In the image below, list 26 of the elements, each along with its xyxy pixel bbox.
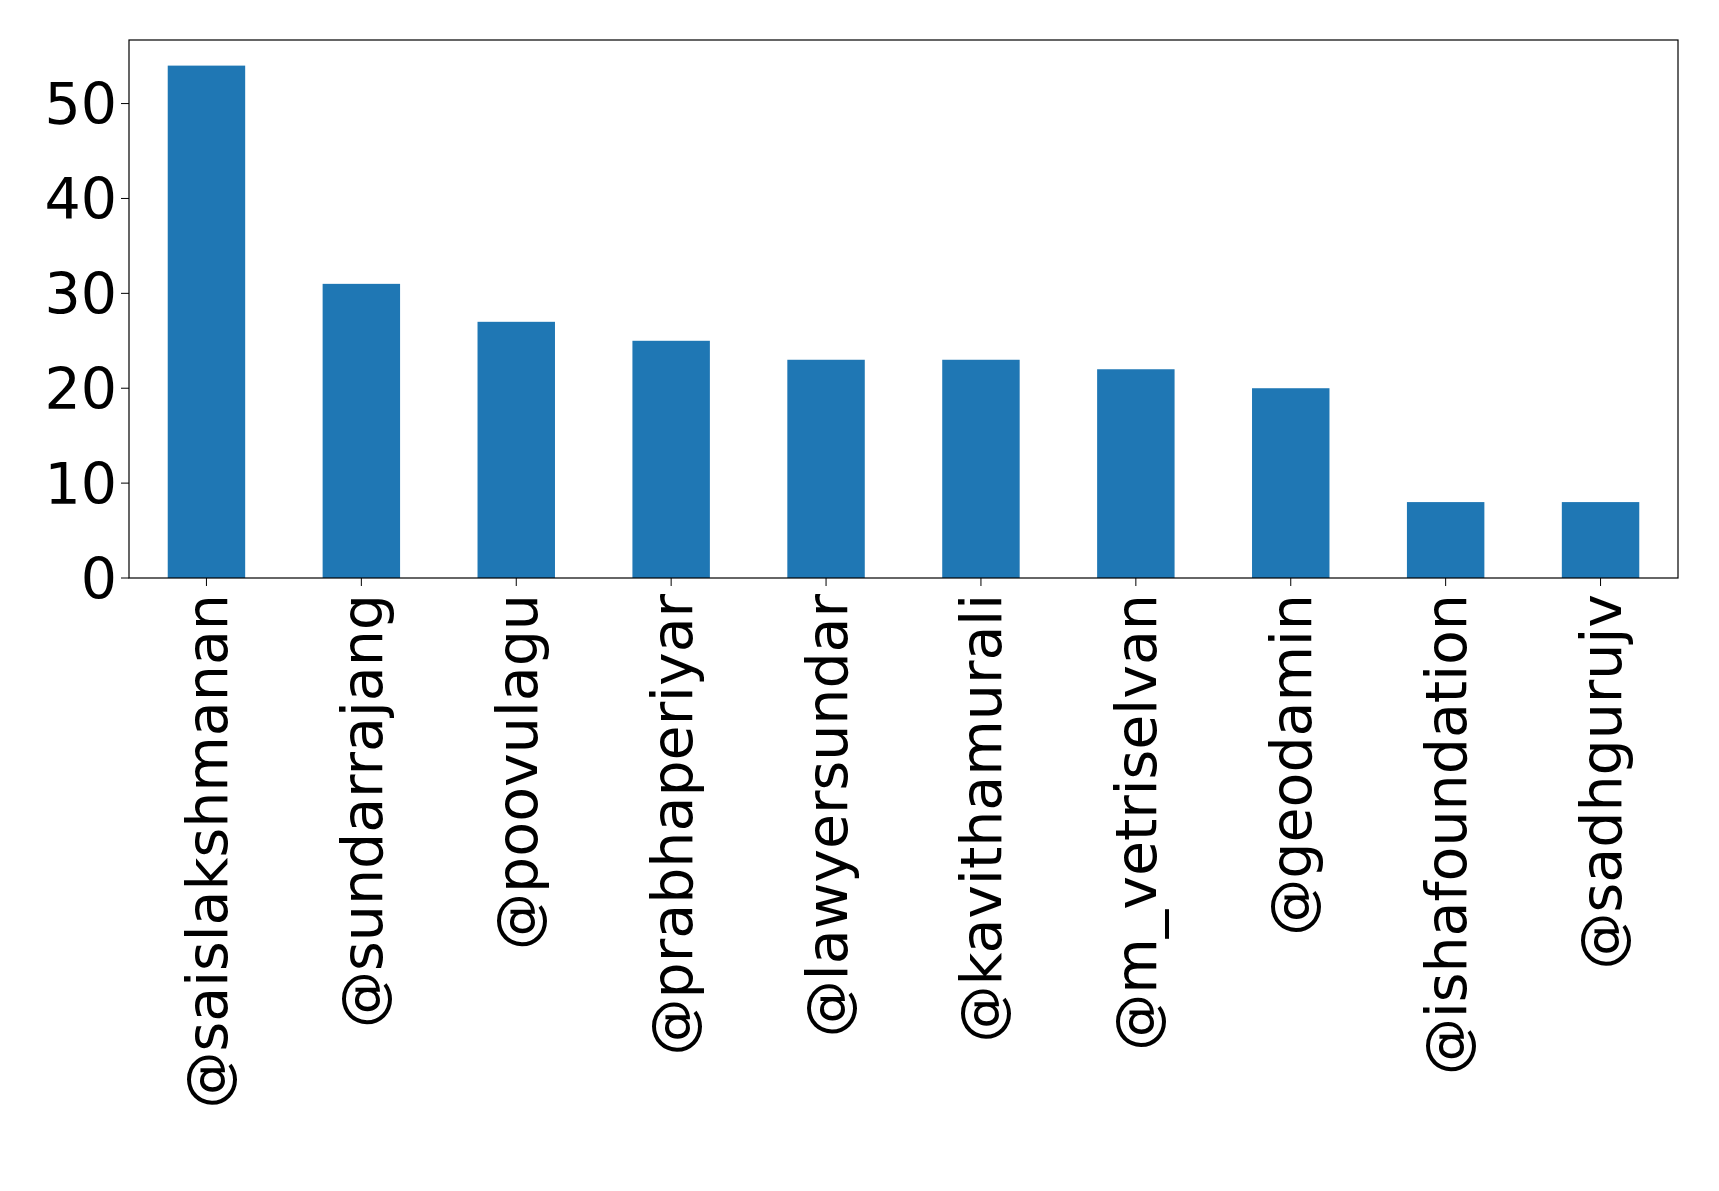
y-tick-label: 10: [44, 450, 117, 517]
bar: [632, 340, 710, 578]
x-tick-label: @m_vetriselvan: [1103, 594, 1170, 1051]
bar: [167, 65, 246, 578]
y-tick-label: 40: [44, 165, 117, 232]
x-tick-label: @sadhgurujv: [1568, 594, 1635, 970]
x-tick-label: @kavithamurali: [948, 594, 1015, 1043]
x-tick-label: @saislakshmanan: [173, 594, 240, 1109]
bar: [322, 283, 401, 578]
bar: [787, 359, 865, 578]
y-tick-label: 50: [44, 71, 117, 138]
bar: [1252, 388, 1330, 578]
x-tick-label: @geodamin: [1258, 594, 1325, 936]
bar: [1406, 502, 1485, 578]
x-tick-label: @poovulagu: [483, 594, 550, 950]
y-tick-label: 30: [44, 260, 117, 327]
bar: [942, 359, 1020, 578]
bar: [1561, 502, 1640, 578]
x-tick-label: @sundarrajang: [328, 594, 395, 1028]
x-tick-label: @prabhaperiyar: [638, 593, 705, 1056]
x-tick-label: @lawyersundar: [793, 593, 860, 1038]
y-tick-label: 0: [80, 545, 117, 612]
bar: [477, 321, 555, 578]
bar: [1097, 369, 1175, 578]
x-tick-label: @ishafoundation: [1413, 594, 1480, 1076]
y-tick-label: 20: [44, 355, 117, 422]
